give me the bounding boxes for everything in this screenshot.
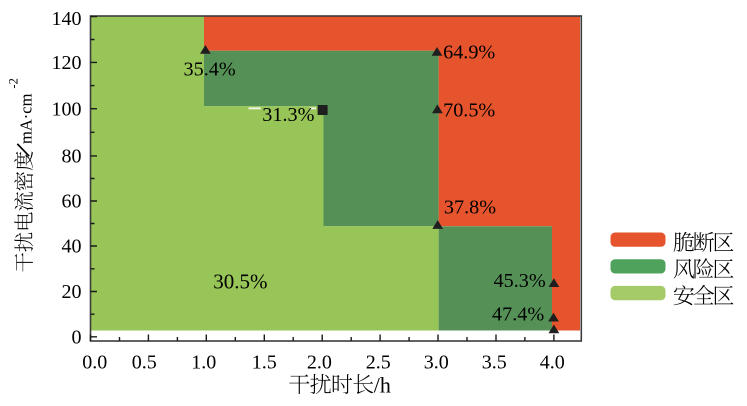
svg-text:0.0: 0.0 [82,352,107,374]
svg-text:60: 60 [62,191,82,213]
svg-text:3.5: 3.5 [482,352,507,374]
svg-text:47.4%: 47.4% [492,304,544,326]
svg-text:31.3%: 31.3% [262,104,314,126]
svg-text:30.5%: 30.5% [213,270,267,294]
svg-text:0: 0 [72,327,82,349]
svg-text:2.5: 2.5 [366,352,391,374]
svg-text:40: 40 [62,236,82,258]
svg-text:2.0: 2.0 [307,352,332,374]
svg-text:20: 20 [62,281,82,303]
svg-text:/h: /h [374,372,391,397]
svg-text:80: 80 [62,146,82,168]
svg-text:1.0: 1.0 [191,352,216,374]
svg-text:3.0: 3.0 [424,352,449,374]
svg-text:70.5%: 70.5% [443,99,495,121]
svg-text:35.4%: 35.4% [184,59,236,81]
svg-text:140: 140 [52,8,82,30]
svg-text:37.8%: 37.8% [444,196,496,218]
svg-text:45.3%: 45.3% [494,270,546,292]
svg-text:120: 120 [52,52,82,74]
svg-text:100: 100 [52,98,82,120]
svg-text:4.0: 4.0 [540,352,565,374]
svg-text:0.5: 0.5 [132,352,157,374]
svg-text:64.9%: 64.9% [443,41,495,63]
svg-text:1.5: 1.5 [252,352,277,374]
